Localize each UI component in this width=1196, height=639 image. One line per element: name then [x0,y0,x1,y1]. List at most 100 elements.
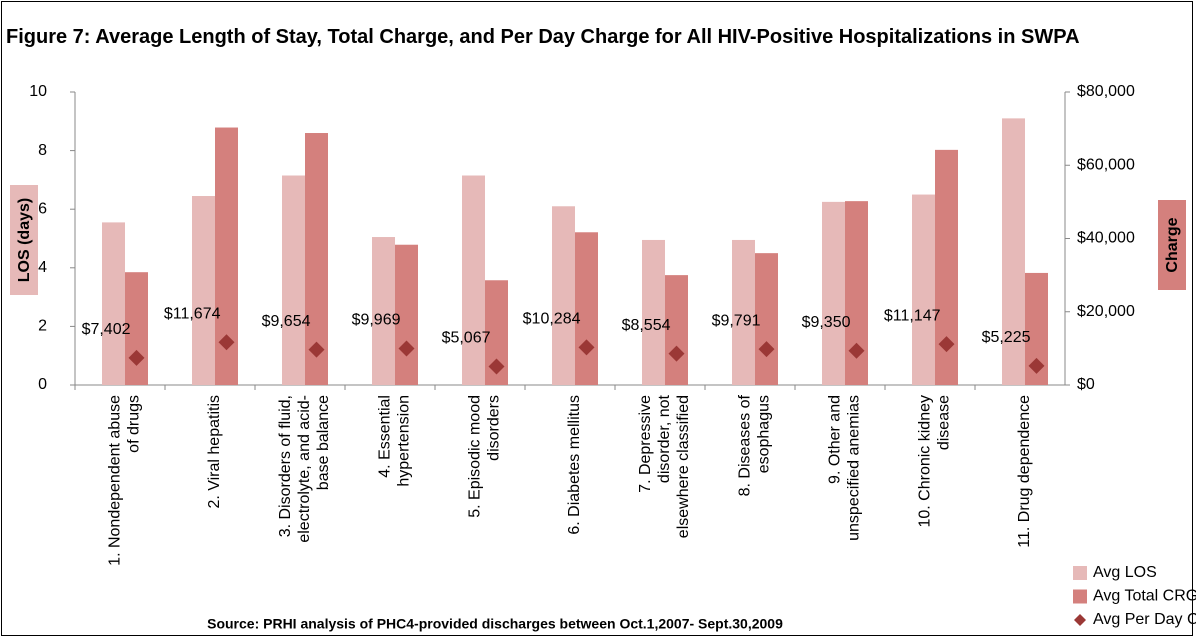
data-label: $9,969 [352,312,401,329]
x-tick-line: elsewhere classified [675,395,692,538]
y2-axis-label: Charge [1164,217,1181,272]
x-tick-line: disorders [486,395,503,461]
marker [398,340,415,357]
x-tick-line: 10. Chronic kidney [917,395,934,528]
y2-tick-label: $0 [1077,376,1095,393]
x-tick-line: hypertension [396,395,413,487]
y2-tick-label: $40,000 [1077,230,1135,247]
x-tick-line: 4. Essential [377,395,394,478]
data-label: $5,225 [982,329,1031,346]
bar [935,149,958,385]
data-label: $9,654 [262,313,311,330]
bar [845,201,868,385]
y-axis-label: LOS (days) [16,198,33,282]
y-tick-label: 2 [38,318,47,335]
bar [192,196,215,385]
x-tick-label: 8. Diseases of esophagus [737,394,773,496]
x-tick-label: 11. Drug dependence [1016,395,1033,548]
marker [938,336,955,353]
y-tick-label: 8 [38,142,47,159]
legend-swatch [1073,566,1087,580]
y-tick-label: 10 [29,83,47,100]
x-tick-label: 10. Chronic kidney disease [917,395,953,528]
bar [215,127,238,386]
x-tick-line: 11. Drug dependence [1016,395,1033,548]
data-label: $11,674 [164,305,221,322]
x-tick-line: 5. Episodic mood [467,395,484,518]
bar [102,222,125,385]
x-tick-label: 7. Depressive disorder, not elsewhere clas… [637,394,692,538]
x-tick-line: 7. Depressive [637,395,654,493]
x-tick-line: of drugs [126,395,143,453]
x-tick-line: disease [936,395,953,450]
bar [1002,118,1025,386]
bar [1025,272,1048,385]
marker [578,339,595,356]
bar [755,253,778,385]
data-label: $7,402 [82,321,131,338]
y2-label-box [1158,200,1186,290]
x-tick-label: 1. Nondependent abuse of drugs [107,395,143,566]
marker [218,334,235,351]
x-tick-label: 2. Viral hepatitis [206,395,223,509]
x-tick-line: 2. Viral hepatitis [206,395,223,509]
x-tick-line: disorder, not [656,394,673,483]
bar [665,275,688,385]
bar [552,206,575,385]
bar [912,194,935,385]
bar [575,232,598,385]
bar [732,239,755,385]
x-tick-label: 9. Other and unspecified anemias [827,395,863,541]
data-label: $9,350 [802,314,851,331]
y-tick-label: 6 [38,200,47,217]
marker [668,345,685,362]
y-tick-label: 0 [38,376,47,393]
y2-tick-label: $80,000 [1077,83,1135,100]
data-label: $8,554 [622,317,671,334]
marker [1028,357,1045,374]
legend-label: Avg Per Day CRG [1093,611,1196,628]
x-tick-line: 6. Diabetes mellitus [566,395,583,535]
x-tick-line: 9. Other and [827,395,844,484]
x-tick-line: 3. Disorders of fluid, [277,395,294,537]
x-tick-line: electrolyte, and acid- [296,395,313,543]
marker [848,342,865,359]
legend-swatch [1073,589,1087,604]
bar [282,175,305,385]
bar [462,175,485,385]
marker [308,341,325,358]
x-tick-line: unspecified anemias [846,395,863,541]
chart-title: Figure 7: Average Length of Stay, Total … [6,26,1080,48]
bar [305,133,328,385]
legend-label: Avg LOS [1093,564,1157,581]
x-tick-line: base balance [315,395,332,490]
legend-label: Avg Total CRG [1093,588,1196,605]
bar [822,201,845,385]
y2-tick-label: $60,000 [1077,156,1135,173]
x-tick-label: 5. Episodic mood disorders [467,395,503,518]
data-label: $10,284 [523,311,581,328]
bar [372,237,395,385]
x-tick-line: esophagus [756,395,773,473]
source: Source: PRHI analysis of PHC4-provided d… [207,616,783,632]
x-tick-label: 6. Diabetes mellitus [566,395,583,535]
bar [485,280,508,385]
marker [758,341,775,358]
marker [488,358,505,375]
bar [642,239,665,385]
y2-tick-label: $20,000 [1077,303,1135,320]
legend-marker [1074,614,1086,626]
marker [128,349,145,366]
data-label: $11,147 [884,307,941,324]
x-tick-line: 1. Nondependent abuse [107,395,124,566]
y-tick-label: 4 [38,259,47,276]
y-label-box [10,185,38,295]
x-tick-line: 8. Diseases of [737,394,754,496]
x-tick-label: 4. Essential hypertension [377,395,413,487]
x-tick-label: 3. Disorders of fluid, electrolyte, and a… [277,395,332,543]
data-label: $5,067 [442,330,491,347]
data-label: $9,791 [712,312,761,329]
